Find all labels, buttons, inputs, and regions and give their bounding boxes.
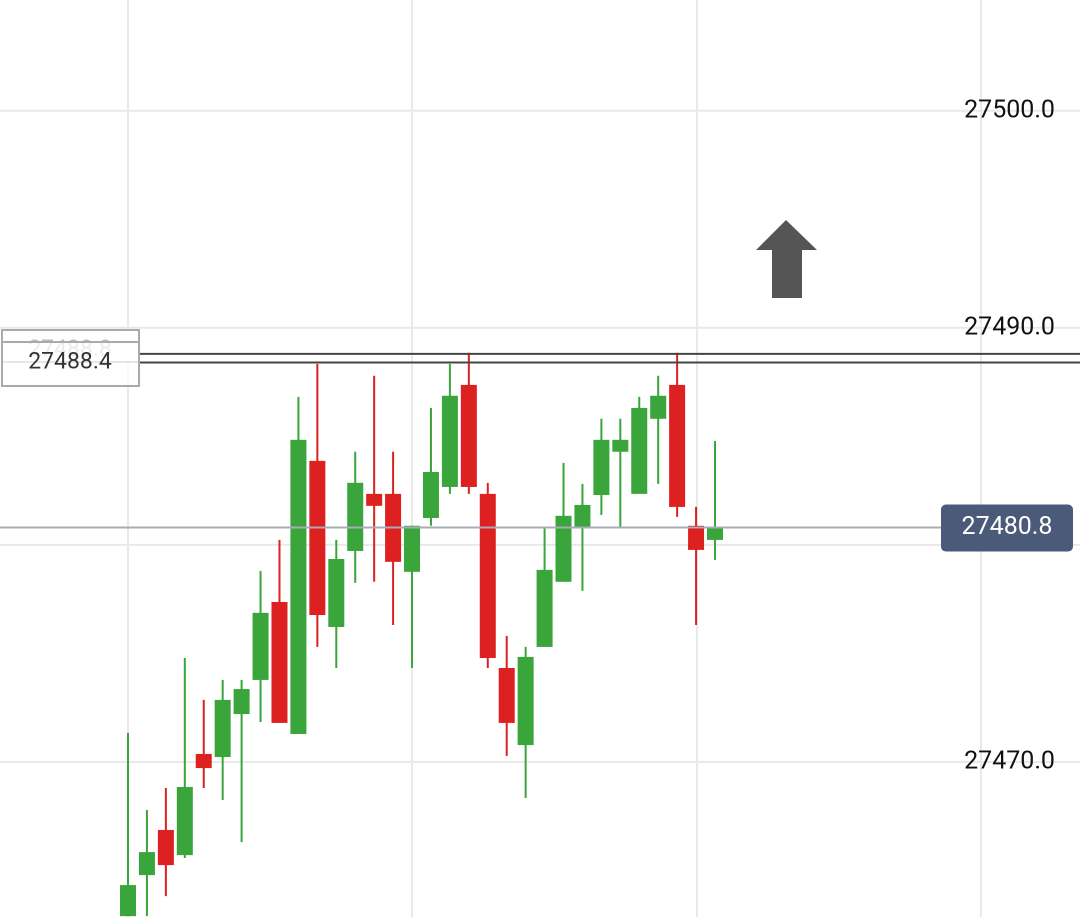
candle-body: [688, 525, 705, 550]
y-tick-label: 27500.0: [964, 95, 1055, 124]
price-label: 27480.8: [962, 512, 1053, 541]
candle-body: [479, 493, 496, 659]
candle-body: [366, 493, 383, 506]
candle-body: [120, 885, 136, 917]
candle-body: [574, 504, 591, 528]
candle-body: [252, 612, 269, 680]
candle-body: [460, 384, 477, 487]
candle-body: [214, 699, 231, 758]
level-label-box: [1, 341, 140, 387]
candle-body: [441, 395, 458, 487]
candle-body: [422, 471, 439, 518]
candle-body: [593, 439, 610, 495]
candle-body: [195, 753, 212, 769]
candle-body: [707, 526, 723, 540]
up-arrow-icon: [756, 220, 817, 298]
candle-body: [271, 601, 288, 723]
y-tick-label: 27470.0: [964, 747, 1055, 776]
time-grid: [127, 0, 982, 917]
price-label-box: [941, 504, 1073, 552]
candle-body: [138, 852, 155, 876]
candle-body: [631, 407, 648, 494]
candle-body: [517, 656, 534, 746]
candle-body: [555, 515, 572, 582]
candle-body: [404, 525, 421, 572]
candle-body: [498, 667, 515, 723]
candle-body: [650, 395, 667, 419]
candle-body: [347, 482, 364, 551]
candle-body: [157, 829, 174, 866]
candle-body: [536, 569, 553, 647]
y-tick-label: 27490.0: [964, 312, 1055, 341]
candle-body: [612, 439, 629, 452]
candle-body: [290, 439, 307, 734]
level-label: 27488.4: [28, 348, 112, 375]
candle-body: [669, 384, 686, 507]
candle-body: [233, 689, 250, 715]
candle-body: [309, 460, 326, 616]
candles: [120, 352, 723, 917]
candle-body: [176, 786, 193, 856]
candle-body: [328, 559, 345, 627]
